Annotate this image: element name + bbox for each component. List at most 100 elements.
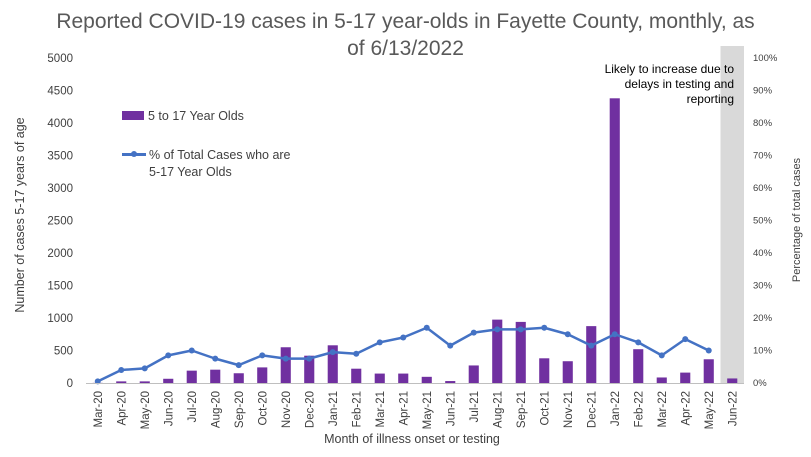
x-tick-label: Jun-20 xyxy=(163,391,175,426)
x-tick-label: Mar-21 xyxy=(375,391,387,427)
point-Jan-21 xyxy=(329,349,336,356)
x-tick-label: Mar-20 xyxy=(93,391,105,427)
bar-Jan-21 xyxy=(327,345,338,383)
point-Nov-20 xyxy=(282,355,289,362)
point-Apr-22 xyxy=(682,336,689,343)
bar-Aug-21 xyxy=(492,319,503,383)
x-tick-label: Dec-20 xyxy=(304,391,316,428)
x-axis-ticks: Mar-20 Apr-20 May-20 Jun-20 Jul-20 Aug-20 Sep-… xyxy=(93,391,740,429)
y-tick-label: 4500 xyxy=(47,86,73,98)
y2-tick-label: 50% xyxy=(753,216,773,227)
bar-May-22 xyxy=(703,359,714,383)
bar-Oct-20 xyxy=(257,367,268,383)
bar-Sep-20 xyxy=(233,373,244,383)
y2-tick-label: 0% xyxy=(753,378,767,389)
y-axis-title: Number of cases 5-17 years of age xyxy=(13,117,27,313)
y2-tick-label: 60% xyxy=(753,183,773,194)
y-tick-label: 2500 xyxy=(47,216,73,228)
bar-Feb-21 xyxy=(351,368,362,383)
y-tick-label: 3500 xyxy=(47,151,73,163)
y-tick-label: 4000 xyxy=(47,118,73,130)
bar-Jun-22 xyxy=(727,378,738,383)
point-Jun-21 xyxy=(447,342,454,349)
x-tick-label: Sep-21 xyxy=(516,391,528,428)
right-axis-ticks: 0% 10% 20% 30% 40% 50% 60% 70% 80% 90% 100% xyxy=(753,53,778,389)
percent-line-series xyxy=(94,324,712,385)
point-Aug-21 xyxy=(494,326,501,333)
bar-May-21 xyxy=(421,376,432,383)
point-Mar-20 xyxy=(94,378,101,385)
legend-bar-label: 5 to 17 Year Olds xyxy=(148,109,244,123)
x-tick-label: Jun-22 xyxy=(727,391,739,426)
point-Jun-20 xyxy=(165,352,172,359)
point-May-22 xyxy=(705,347,712,354)
x-tick-label: Jan-21 xyxy=(328,391,340,426)
bar-Dec-21 xyxy=(586,326,597,383)
bar-Jun-21 xyxy=(445,381,456,383)
bar-Jul-21 xyxy=(468,365,479,383)
legend-item-bars: 5 to 17 Year Olds xyxy=(122,108,309,125)
annotation-line-3: reporting xyxy=(686,92,734,106)
y2-tick-label: 20% xyxy=(753,313,773,324)
legend: 5 to 17 Year Olds % of Total Cases who a… xyxy=(122,108,309,203)
shade-Jun-22 xyxy=(720,46,744,383)
bar-Apr-22 xyxy=(680,372,691,383)
bar-Sep-21 xyxy=(515,321,526,383)
point-Jan-22 xyxy=(611,331,618,338)
x-tick-label: Feb-21 xyxy=(351,391,363,427)
y2-tick-label: 30% xyxy=(753,281,773,292)
y2-tick-label: 100% xyxy=(753,53,778,64)
y2-tick-label: 40% xyxy=(753,248,773,259)
x-tick-label: Jun-21 xyxy=(445,391,457,426)
x-tick-label: Feb-22 xyxy=(633,391,645,427)
y-tick-label: 5000 xyxy=(47,53,73,65)
chart-title-line-2: of 6/13/2022 xyxy=(347,37,464,60)
x-tick-label: Jul-21 xyxy=(469,391,481,422)
legend-bar-swatch xyxy=(122,111,144,120)
legend-line-label: % of Total Cases who are 5-17 Year Olds xyxy=(149,147,309,181)
y-tick-label: 2000 xyxy=(47,248,73,260)
x-tick-label: Nov-21 xyxy=(563,391,575,428)
chart-title-line-1: Reported COVID-19 cases in 5-17 year-old… xyxy=(56,10,755,33)
x-tick-label: Jan-22 xyxy=(610,391,622,426)
bar-Nov-21 xyxy=(562,361,573,383)
bar-Jul-20 xyxy=(186,370,197,383)
bar-Mar-21 xyxy=(374,373,385,383)
x-tick-label: May-22 xyxy=(704,391,716,429)
x-axis-title: Month of illness onset or testing xyxy=(324,432,500,446)
point-Feb-22 xyxy=(635,339,642,346)
bar-Dec-20 xyxy=(304,355,315,383)
point-Dec-20 xyxy=(306,355,313,362)
x-tick-label: Jul-20 xyxy=(187,391,199,422)
annotation-line-2: delays in testing and xyxy=(624,77,734,91)
legend-line-swatch xyxy=(122,147,146,161)
bar-Apr-20 xyxy=(116,381,127,383)
bar-Mar-22 xyxy=(656,377,667,383)
incomplete-data-shading xyxy=(720,46,744,383)
y-tick-label: 1000 xyxy=(47,313,73,325)
secondary-y-axis-title: Percentage of total cases xyxy=(791,157,803,283)
bar-Jan-22 xyxy=(609,98,620,384)
point-May-20 xyxy=(141,365,148,372)
x-tick-label: Dec-21 xyxy=(586,391,598,428)
point-Oct-20 xyxy=(259,352,266,359)
point-Jul-20 xyxy=(188,347,195,354)
x-tick-label: Apr-20 xyxy=(116,391,128,426)
bar-May-20 xyxy=(139,381,150,383)
x-tick-label: Oct-20 xyxy=(257,391,269,426)
x-tick-label: Aug-21 xyxy=(492,391,504,428)
point-Mar-21 xyxy=(376,339,383,346)
point-Mar-22 xyxy=(658,352,665,359)
legend-item-line: % of Total Cases who are 5-17 Year Olds xyxy=(122,147,309,181)
y2-tick-label: 80% xyxy=(753,118,773,129)
x-tick-label: Aug-20 xyxy=(210,391,222,428)
bar-Aug-20 xyxy=(210,369,221,383)
bar-Jun-20 xyxy=(163,378,174,383)
point-Jul-21 xyxy=(470,329,477,336)
y-tick-label: 0 xyxy=(67,378,73,390)
x-tick-label: Oct-21 xyxy=(539,391,551,426)
point-Sep-20 xyxy=(235,362,242,369)
point-Dec-21 xyxy=(588,342,595,349)
delay-annotation: Likely to increase due to delays in test… xyxy=(598,62,734,107)
